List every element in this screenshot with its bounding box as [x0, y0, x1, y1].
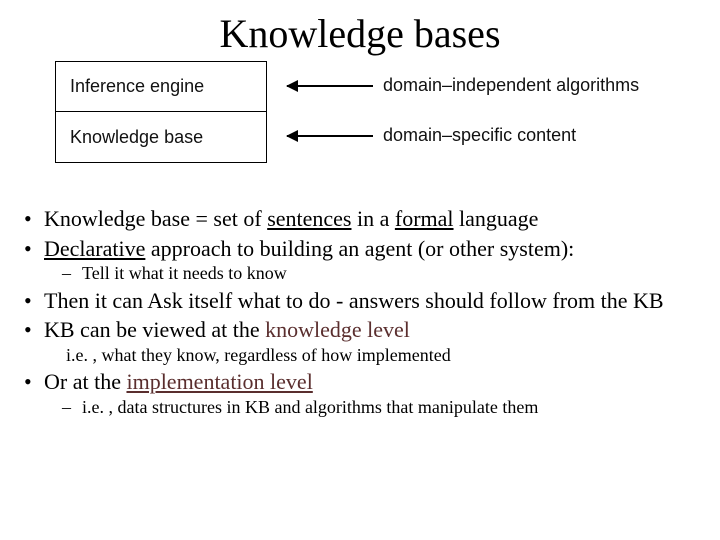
arrow-top: [287, 85, 373, 87]
box-knowledge-base: Knowledge base: [56, 112, 266, 162]
label-domain-independent: domain–independent algorithms: [383, 75, 639, 96]
text-underline: Declarative: [44, 236, 145, 261]
text-underline: formal: [395, 206, 454, 231]
kb-diagram: Inference engine Knowledge base domain–i…: [55, 61, 695, 181]
text: language: [454, 206, 539, 231]
text: in a: [351, 206, 394, 231]
text-accent-underline: implementation level: [126, 369, 312, 394]
text: KB can be viewed at the: [44, 317, 265, 342]
box-inference-engine: Inference engine: [56, 62, 266, 112]
bullet-content: Knowledge base = set of sentences in a f…: [22, 205, 698, 418]
slide-title: Knowledge bases: [0, 0, 720, 61]
label-domain-specific: domain–specific content: [383, 125, 576, 146]
bullet-4: KB can be viewed at the knowledge level …: [22, 316, 698, 366]
arrow-bottom: [287, 135, 373, 137]
bullet-5-sub: i.e. , data structures in KB and algorit…: [62, 396, 698, 419]
bullet-3: Then it can Ask itself what to do - answ…: [22, 287, 698, 315]
box-stack: Inference engine Knowledge base: [55, 61, 267, 163]
bullet-2: Declarative approach to building an agen…: [22, 235, 698, 285]
bullet-2-sub: Tell it what it needs to know: [62, 262, 698, 285]
bullet-5: Or at the implementation level i.e. , da…: [22, 368, 698, 418]
text-accent: knowledge level: [265, 317, 410, 342]
bullet-4-sub: i.e. , what they know, regardless of how…: [62, 344, 698, 367]
text-underline: sentences: [267, 206, 351, 231]
text: approach to building an agent (or other …: [145, 236, 574, 261]
slide: Knowledge bases Inference engine Knowled…: [0, 0, 720, 540]
text: Knowledge base = set of: [44, 206, 267, 231]
bullet-1: Knowledge base = set of sentences in a f…: [22, 205, 698, 233]
text: Or at the: [44, 369, 126, 394]
